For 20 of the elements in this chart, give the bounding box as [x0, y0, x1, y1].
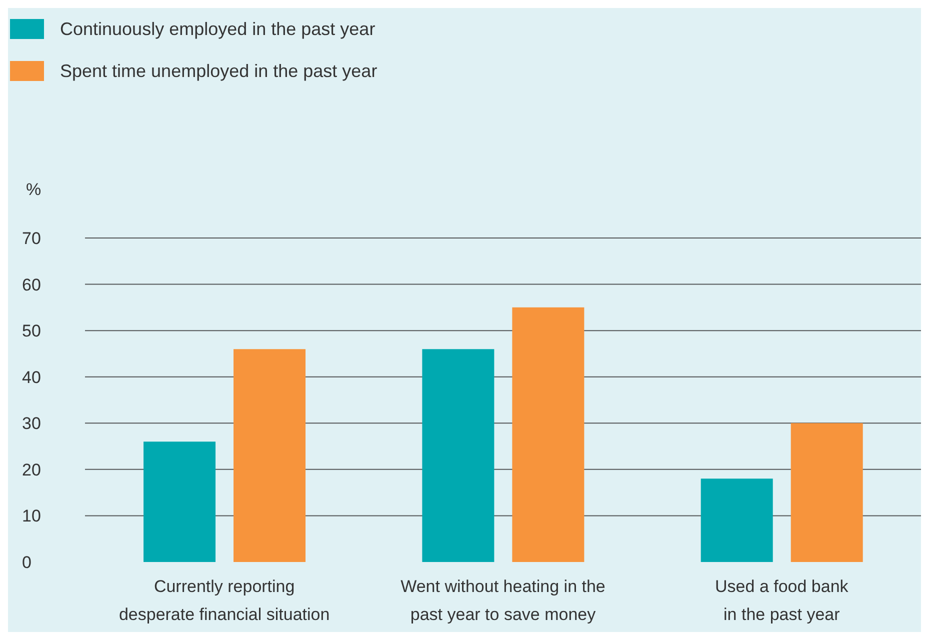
x-tick-label: Currently reporting desperate financial situation [118, 577, 330, 624]
y-tick-label: 20 [22, 460, 41, 480]
bar [790, 423, 863, 562]
y-tick-label: 40 [22, 368, 41, 387]
y-axis-title: % [26, 180, 42, 200]
legend-label: Continuously employed in the past year [60, 18, 376, 40]
x-tick-label: Used a food bank in the past year [715, 577, 849, 624]
y-tick-label: 50 [22, 322, 41, 341]
x-tick-label: Went without heating in the past year to save money [400, 577, 606, 624]
bar [144, 442, 216, 562]
bar [512, 307, 584, 562]
y-tick-label: 0 [22, 553, 32, 572]
bar [234, 349, 306, 562]
bar [700, 478, 773, 562]
bar [422, 349, 494, 562]
y-tick-label: 10 [22, 506, 41, 526]
y-tick-label: 30 [22, 414, 41, 434]
y-tick-label: 60 [22, 275, 41, 294]
y-tick-label: 70 [22, 229, 41, 248]
legend-label: Spent time unemployed in the past year [60, 60, 378, 82]
